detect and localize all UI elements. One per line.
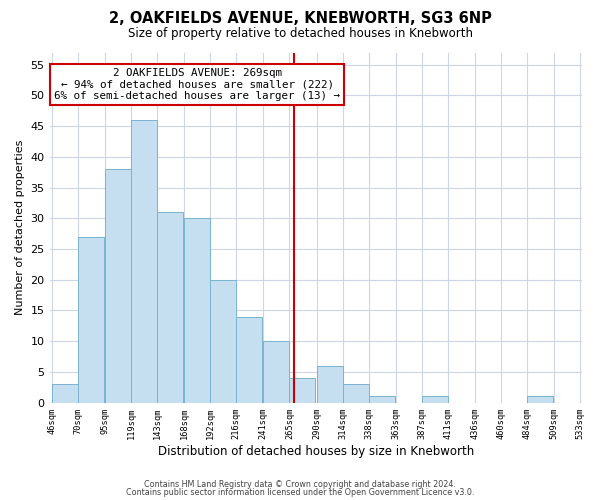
Bar — [131, 120, 157, 403]
Text: Contains public sector information licensed under the Open Government Licence v3: Contains public sector information licen… — [126, 488, 474, 497]
Bar — [157, 212, 183, 402]
X-axis label: Distribution of detached houses by size in Knebworth: Distribution of detached houses by size … — [158, 444, 474, 458]
Y-axis label: Number of detached properties: Number of detached properties — [15, 140, 25, 315]
Bar — [368, 396, 395, 402]
Bar — [527, 396, 553, 402]
Text: 2 OAKFIELDS AVENUE: 269sqm
← 94% of detached houses are smaller (222)
6% of semi: 2 OAKFIELDS AVENUE: 269sqm ← 94% of deta… — [54, 68, 340, 101]
Bar — [289, 378, 316, 402]
Bar — [52, 384, 78, 402]
Bar — [317, 366, 343, 403]
Bar — [184, 218, 210, 402]
Bar — [105, 169, 131, 402]
Text: Size of property relative to detached houses in Knebworth: Size of property relative to detached ho… — [128, 28, 473, 40]
Bar — [263, 341, 289, 402]
Bar — [78, 237, 104, 402]
Bar — [210, 280, 236, 402]
Bar — [343, 384, 368, 402]
Text: Contains HM Land Registry data © Crown copyright and database right 2024.: Contains HM Land Registry data © Crown c… — [144, 480, 456, 489]
Bar — [236, 316, 262, 402]
Bar — [422, 396, 448, 402]
Text: 2, OAKFIELDS AVENUE, KNEBWORTH, SG3 6NP: 2, OAKFIELDS AVENUE, KNEBWORTH, SG3 6NP — [109, 11, 491, 26]
